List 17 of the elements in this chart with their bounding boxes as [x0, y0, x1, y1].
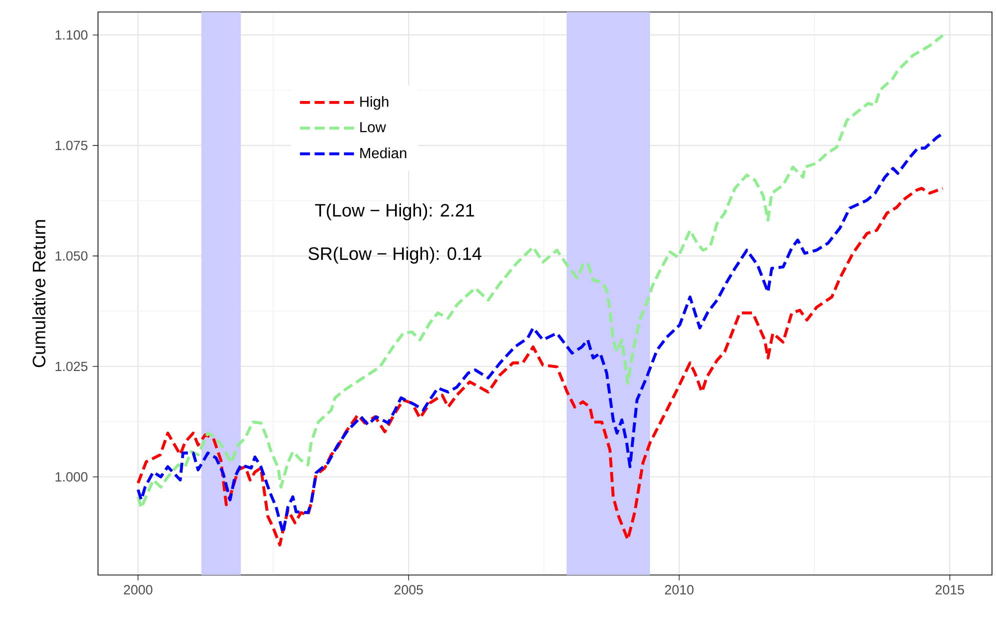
x-tick-label: 2005: [394, 585, 423, 594]
y-tick-label: 1.000: [56, 472, 88, 482]
x-tick-label: 2010: [665, 585, 694, 594]
y-tick-label: 1.075: [56, 140, 88, 150]
legend-label: High: [360, 96, 388, 110]
y-tick-label: 1.050: [56, 251, 88, 261]
legend-label: Median: [360, 148, 406, 158]
y-tick-label: 1.025: [56, 362, 88, 372]
legend-label: Low: [360, 122, 386, 132]
x-tick-label: 2015: [936, 585, 964, 594]
y-tick-label: 1.100: [56, 30, 88, 40]
annotation: T(Low − High): 2.21: [315, 203, 474, 220]
annotation: SR(Low − High): 0.14: [308, 246, 482, 264]
line-series: [136, 34, 944, 510]
line-series: [136, 186, 944, 546]
x-tick-label: 2000: [124, 585, 152, 594]
y-axis-title: Cumulative Return: [32, 220, 46, 368]
